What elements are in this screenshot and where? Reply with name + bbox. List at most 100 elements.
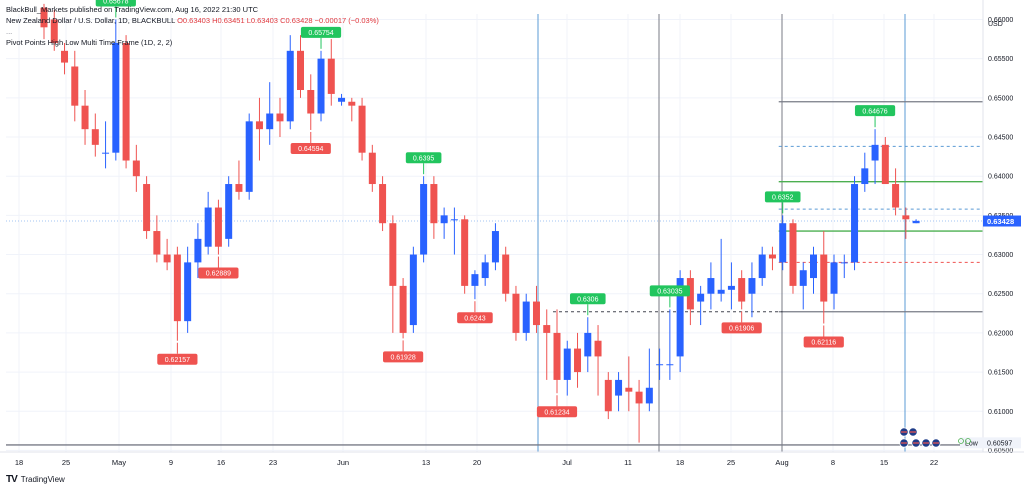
candle-body <box>132 160 140 177</box>
candle-body <box>297 50 304 91</box>
candle-body <box>553 332 561 380</box>
pivot-low-label-box <box>383 351 424 363</box>
time-tick-label: May <box>112 458 126 467</box>
pivot-low-label: 0.61928 <box>390 355 415 362</box>
pivot-low-label: 0.62889 <box>206 271 231 278</box>
candle-body <box>122 42 130 161</box>
time-tick-label: 13 <box>422 458 430 467</box>
pivot-high-label: 0.6395 <box>413 155 435 162</box>
pivot-high-label: 0.65754 <box>308 30 333 37</box>
tradingview-logo-icon[interactable]: TV <box>6 474 18 485</box>
candle-body <box>348 101 356 106</box>
event-flag-stripe <box>933 442 939 444</box>
time-tick-label: 8 <box>831 458 835 467</box>
time-axis[interactable]: 18 25 May 9 16 23 Jun 13 20 Jul 11 18 25 Aug 8 15 22 <box>0 451 1024 467</box>
candle-body <box>91 129 99 145</box>
pivot-high-label: 0.64676 <box>862 108 887 115</box>
pivot-high-label-box <box>300 26 342 38</box>
pivot-levels <box>6 101 983 446</box>
candle-body <box>379 184 387 224</box>
time-tick-label: 20 <box>473 458 481 467</box>
price-tick-label: 0.62500 <box>988 291 1013 298</box>
candle-body <box>840 262 848 264</box>
time-tick-label: Jul <box>562 458 572 467</box>
candle-body <box>389 223 397 286</box>
pivot-low-label-box <box>157 353 198 365</box>
chart-header: BlackBull_Markets published on TradingVi… <box>6 4 379 48</box>
candle-body <box>512 293 520 333</box>
pivot-low-label-box <box>290 142 331 154</box>
time-tick-label: 16 <box>217 458 225 467</box>
candle-body <box>327 58 335 94</box>
price-tick-label: 0.65000 <box>988 95 1013 102</box>
candle-body <box>225 184 233 239</box>
candle-body <box>471 274 479 286</box>
session-lines <box>6 14 983 452</box>
candle-body <box>810 254 817 279</box>
pivot-high-label: 0.65678 <box>103 0 128 6</box>
candle-body <box>563 348 571 380</box>
candle-body <box>184 262 192 322</box>
candle-body <box>173 254 181 322</box>
candle-body <box>307 90 315 114</box>
candle-body <box>204 207 212 247</box>
pivot-low-label-box <box>803 336 844 348</box>
time-tick-label: 15 <box>880 458 888 467</box>
candle-body <box>574 348 582 373</box>
more-dots[interactable]: ... <box>6 27 13 36</box>
pivot-low-label: 0.61906 <box>729 326 754 333</box>
pivot-high-label-box <box>569 293 606 305</box>
pivot-high-label-box <box>854 105 896 117</box>
pivot-high-label: 0.63035 <box>657 289 682 296</box>
candle-body <box>851 184 859 263</box>
time-tick-label: 25 <box>62 458 70 467</box>
grid-lines <box>6 14 983 452</box>
price-tick-label: 0.62000 <box>988 330 1013 337</box>
candle-body <box>666 364 674 366</box>
pivot-low-label: 0.64594 <box>298 146 323 153</box>
candle-body <box>235 184 243 192</box>
candle-body <box>358 105 366 153</box>
event-flag-stripe <box>910 431 916 433</box>
tradingview-brand[interactable]: TradingView <box>20 475 65 484</box>
pivot-high-label: 0.6306 <box>577 296 599 303</box>
pivot-low-label-box <box>198 267 239 279</box>
candle-body <box>789 223 797 286</box>
candle-body <box>399 285 407 333</box>
candle-body <box>820 254 828 302</box>
candle-body <box>50 19 58 43</box>
candle-body <box>409 254 417 326</box>
candle-body <box>286 50 294 122</box>
candle-body <box>830 262 838 294</box>
candle-body <box>450 219 458 221</box>
candle-body <box>461 219 469 286</box>
current-price-tag <box>983 215 1021 227</box>
candle-body <box>502 254 510 294</box>
price-tick-label: 0.60500 <box>988 448 1013 455</box>
candle-body <box>871 144 879 161</box>
pivot-low-label: 0.6243 <box>464 315 486 322</box>
candle-body <box>40 7 48 28</box>
candle-body <box>892 184 900 208</box>
pivot-labels: 0.65678 0.65754 0.6395 0.6306 0.63035 0.6352 0… <box>95 0 896 418</box>
indicator-title[interactable]: Pivot Points High Low Multi Time Frame (… <box>6 38 173 47</box>
event-flag-stripe <box>923 442 929 444</box>
pivot-high-label: 0.6352 <box>772 195 794 202</box>
pivot-low-label: 0.62116 <box>811 340 836 347</box>
candle-body <box>245 121 253 192</box>
candle-body <box>338 97 346 102</box>
candle-body <box>625 387 633 392</box>
candle-body <box>738 278 746 302</box>
time-tick-label: Aug <box>775 458 788 467</box>
event-markers <box>899 427 971 448</box>
candle-body <box>748 278 756 294</box>
candle-body <box>656 364 664 366</box>
candle-body <box>420 184 428 255</box>
candle-body <box>440 215 448 224</box>
price-tick-label: 0.66000 <box>988 17 1013 24</box>
candle-body <box>522 301 530 333</box>
symbol-title[interactable]: New Zealand Dollar / U.S. Dollar, 1D, BL… <box>6 16 175 25</box>
candle-body <box>615 379 623 396</box>
